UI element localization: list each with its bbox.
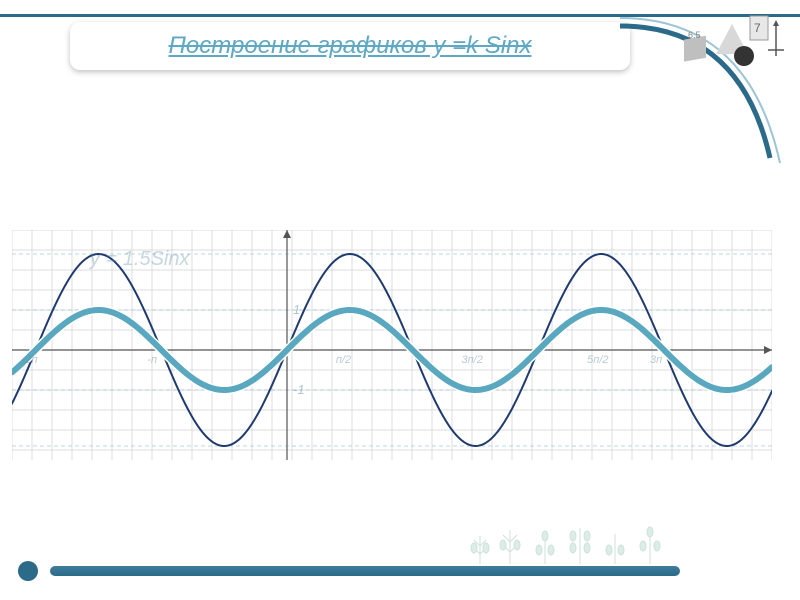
- x-tick-label: -2п: [22, 354, 38, 366]
- y-tick-label: 1: [293, 302, 300, 317]
- x-tick-label: 3п: [650, 354, 662, 366]
- x-tick-label: 5п/2: [587, 354, 608, 366]
- page-title: Построение графиков y =k Sinx: [169, 32, 532, 60]
- plants-decoration-icon: [470, 504, 690, 564]
- footer-bar-decoration: [50, 566, 680, 576]
- math-badge-icon: 7 6.5: [682, 10, 792, 70]
- top-border-line: [0, 14, 800, 17]
- svg-text:7: 7: [754, 21, 761, 35]
- y-tick-label: -1: [293, 382, 305, 397]
- title-banner: Построение графиков y =k Sinx: [70, 22, 630, 70]
- svg-text:6.5: 6.5: [688, 30, 701, 40]
- x-tick-label: п/2: [336, 354, 351, 366]
- x-tick-label: -п: [147, 354, 157, 366]
- function-label: y = 1.5Sinx: [90, 248, 190, 271]
- x-tick-label: 3п/2: [461, 354, 482, 366]
